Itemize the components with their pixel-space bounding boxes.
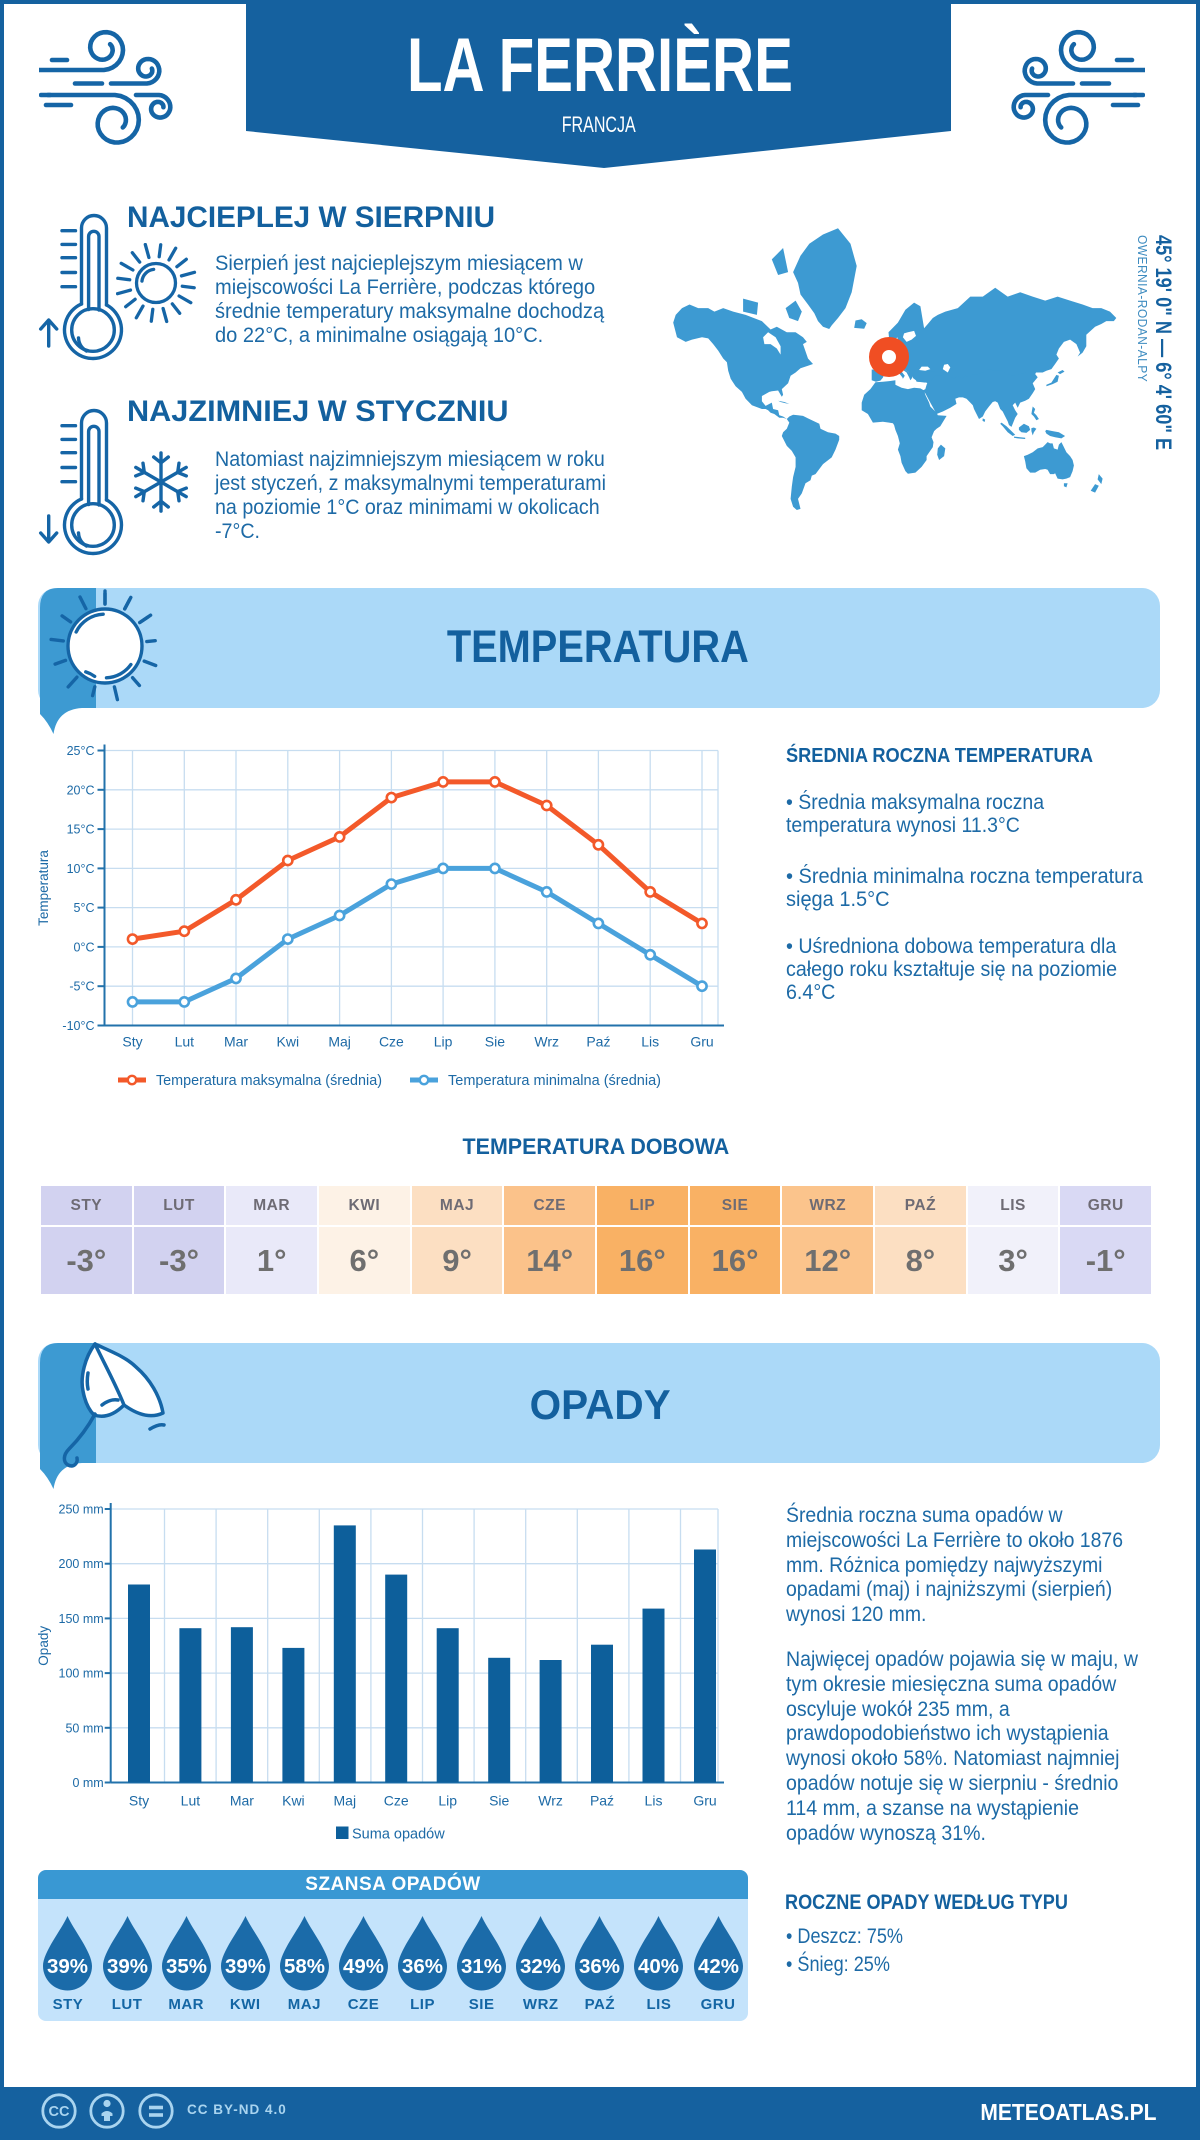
svg-text:Lip: Lip	[434, 1034, 453, 1050]
svg-text:Temperatura: Temperatura	[36, 850, 51, 926]
svg-text:5°C: 5°C	[74, 901, 95, 915]
svg-text:40%: 40%	[638, 1955, 679, 1978]
svg-text:Sty: Sty	[122, 1034, 142, 1050]
svg-text:Suma opadów: Suma opadów	[352, 1827, 445, 1843]
svg-text:Lut: Lut	[181, 1793, 201, 1809]
svg-text:36%: 36%	[579, 1955, 620, 1978]
svg-text:50 mm: 50 mm	[65, 1721, 103, 1735]
svg-text:150 mm: 150 mm	[59, 1612, 104, 1626]
svg-text:200 mm: 200 mm	[59, 1557, 104, 1571]
svg-text:49%: 49%	[343, 1955, 384, 1978]
svg-text:Lut: Lut	[175, 1034, 195, 1050]
svg-text:Maj: Maj	[334, 1793, 357, 1809]
svg-text:250 mm: 250 mm	[59, 1503, 104, 1517]
svg-text:39%: 39%	[47, 1955, 88, 1978]
svg-text:Kwi: Kwi	[282, 1793, 305, 1809]
svg-text:Sie: Sie	[485, 1034, 505, 1050]
svg-text:100 mm: 100 mm	[59, 1667, 104, 1681]
svg-text:39%: 39%	[225, 1955, 266, 1978]
svg-text:Wrz: Wrz	[534, 1034, 559, 1050]
svg-text:36%: 36%	[402, 1955, 443, 1978]
svg-text:Mar: Mar	[230, 1793, 254, 1809]
svg-text:-10°C: -10°C	[62, 1019, 94, 1033]
svg-text:0°C: 0°C	[74, 940, 95, 954]
svg-text:-5°C: -5°C	[69, 980, 94, 994]
svg-text:42%: 42%	[698, 1955, 739, 1978]
svg-text:39%: 39%	[107, 1955, 148, 1978]
svg-text:58%: 58%	[284, 1955, 325, 1978]
svg-text:35%: 35%	[166, 1955, 207, 1978]
svg-text:Gru: Gru	[693, 1793, 716, 1809]
svg-text:Mar: Mar	[224, 1034, 248, 1050]
svg-text:Wrz: Wrz	[538, 1793, 563, 1809]
svg-text:Paź: Paź	[586, 1034, 610, 1050]
svg-text:Sie: Sie	[489, 1793, 509, 1809]
svg-text:Temperatura minimalna (średnia: Temperatura minimalna (średnia)	[448, 1073, 661, 1089]
svg-text:Lip: Lip	[438, 1793, 457, 1809]
svg-text:Kwi: Kwi	[277, 1034, 300, 1050]
svg-text:Paź: Paź	[590, 1793, 614, 1809]
svg-text:20°C: 20°C	[67, 783, 95, 797]
svg-text:Gru: Gru	[690, 1034, 713, 1050]
svg-text:32%: 32%	[520, 1955, 561, 1978]
svg-text:15°C: 15°C	[67, 823, 95, 837]
svg-text:Cze: Cze	[379, 1034, 404, 1050]
svg-text:CC: CC	[49, 2104, 70, 2120]
svg-text:Cze: Cze	[384, 1793, 409, 1809]
svg-text:25°C: 25°C	[67, 744, 95, 758]
svg-text:Opady: Opady	[36, 1626, 51, 1666]
svg-text:Temperatura maksymalna (średni: Temperatura maksymalna (średnia)	[156, 1073, 382, 1089]
svg-text:31%: 31%	[461, 1955, 502, 1978]
svg-text:Lis: Lis	[645, 1793, 663, 1809]
svg-text:Lis: Lis	[641, 1034, 659, 1050]
svg-text:0 mm: 0 mm	[72, 1776, 103, 1790]
svg-text:Maj: Maj	[328, 1034, 351, 1050]
svg-text:Sty: Sty	[129, 1793, 149, 1809]
svg-text:10°C: 10°C	[67, 862, 95, 876]
